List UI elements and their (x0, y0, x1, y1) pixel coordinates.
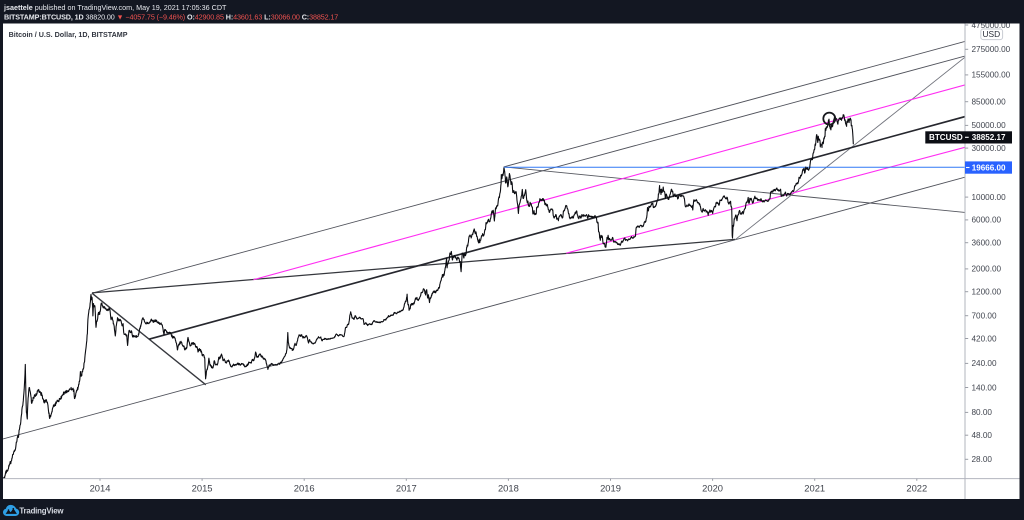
svg-text:2021: 2021 (804, 482, 825, 493)
svg-text:155000.00: 155000.00 (972, 71, 1011, 80)
svg-text:3600.00: 3600.00 (972, 239, 1002, 248)
svg-text:38852.17: 38852.17 (972, 133, 1006, 142)
svg-text:2015: 2015 (192, 482, 213, 493)
svg-text:275000.00: 275000.00 (972, 45, 1011, 54)
svg-text:BTCUSD: BTCUSD (929, 133, 963, 142)
svg-text:6000.00: 6000.00 (972, 216, 1002, 225)
svg-text:240.00: 240.00 (972, 359, 997, 368)
svg-text:2022: 2022 (906, 482, 927, 493)
svg-text:BITSTAMP:BTCUSD, 1D 38820.00 ▼: BITSTAMP:BTCUSD, 1D 38820.00 ▼ −4057.75 … (4, 12, 338, 21)
svg-text:420.00: 420.00 (972, 334, 997, 343)
svg-text:48.00: 48.00 (972, 431, 993, 440)
svg-text:2000.00: 2000.00 (972, 265, 1002, 274)
svg-text:30000.00: 30000.00 (972, 144, 1007, 153)
svg-text:2020: 2020 (702, 482, 723, 493)
svg-text:2019: 2019 (600, 482, 621, 493)
svg-text:50000.00: 50000.00 (972, 121, 1007, 130)
svg-text:2018: 2018 (498, 482, 519, 493)
svg-text:USD: USD (982, 29, 1000, 39)
svg-text:10000.00: 10000.00 (972, 193, 1007, 202)
svg-text:19666.00: 19666.00 (972, 163, 1006, 172)
svg-text:2017: 2017 (396, 482, 417, 493)
svg-text:2016: 2016 (294, 482, 315, 493)
svg-text:80.00: 80.00 (972, 408, 993, 417)
svg-text:1200.00: 1200.00 (972, 288, 1002, 297)
svg-text:140.00: 140.00 (972, 383, 997, 392)
svg-text:475000.00: 475000.00 (972, 21, 1011, 30)
svg-text:28.00: 28.00 (972, 455, 993, 464)
svg-text:jsaettele published on Trading: jsaettele published on TradingView.com, … (3, 3, 227, 12)
svg-text:700.00: 700.00 (972, 312, 997, 321)
svg-text:Bitcoin / U.S. Dollar, 1D, BIT: Bitcoin / U.S. Dollar, 1D, BITSTAMP (9, 31, 128, 39)
svg-text:85000.00: 85000.00 (972, 98, 1007, 107)
svg-text:2014: 2014 (90, 482, 111, 493)
svg-text:TradingView: TradingView (19, 506, 64, 515)
